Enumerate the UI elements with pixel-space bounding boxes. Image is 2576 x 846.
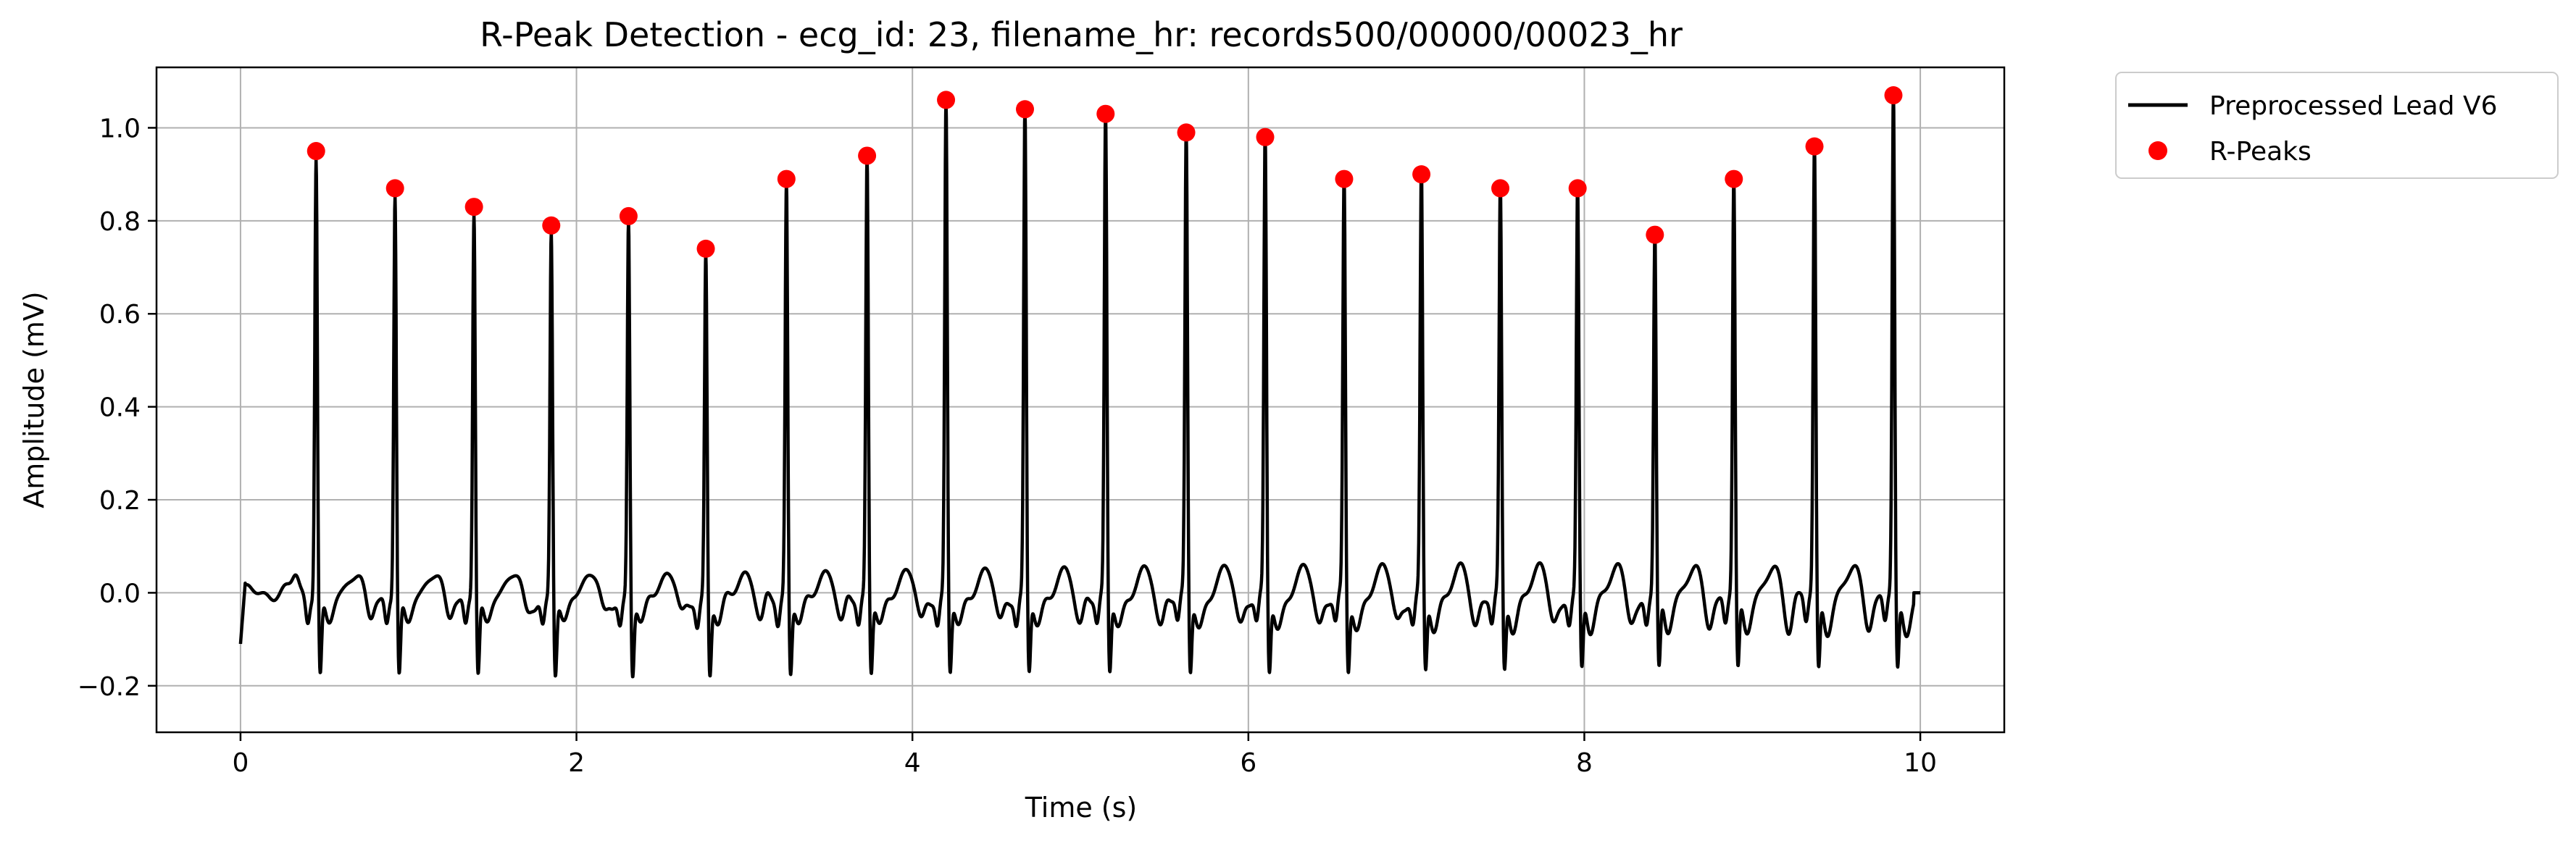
grid (157, 67, 2004, 732)
r-peak-marker (307, 142, 325, 161)
x-tick-label: 6 (1240, 748, 1256, 778)
legend-box (2115, 72, 2559, 179)
y-tick-label: 0.0 (99, 579, 141, 608)
r-peak-marker (542, 216, 561, 235)
y-tick-label: 0.8 (99, 207, 141, 237)
ecg-line (238, 91, 1922, 679)
r-peak-marker (619, 206, 638, 225)
chart-title: R-Peak Detection - ecg_id: 23, filename_… (480, 15, 1683, 54)
x-axis-label: Time (s) (1025, 792, 1138, 824)
y-tick-label: 0.2 (99, 486, 141, 516)
r-peaks-group (307, 86, 1903, 258)
r-peak-marker (858, 146, 877, 165)
r-peak-marker (1725, 169, 1743, 188)
plot-frame (155, 66, 2006, 734)
r-peak-marker (464, 198, 483, 217)
r-peak-marker (696, 239, 715, 258)
x-tick-label: 2 (568, 748, 585, 778)
r-peak-marker (1412, 165, 1431, 184)
r-peak-marker (937, 91, 956, 109)
x-tick-label: 4 (904, 748, 921, 778)
y-tick-label: 0.4 (99, 393, 141, 423)
r-peak-marker (1805, 137, 1824, 156)
y-axis-label: Amplitude (mV) (18, 291, 50, 508)
r-peak-marker (1096, 104, 1115, 123)
r-peak-marker (1335, 169, 1354, 188)
y-tick-label: −0.2 (78, 672, 141, 702)
legend-label-ecg: Preprocessed Lead V6 (2209, 91, 2497, 121)
r-peak-marker (385, 179, 404, 198)
x-axis: 0 2 4 6 8 10 (232, 732, 1937, 778)
y-tick-label: 1.0 (99, 114, 141, 143)
r-peak-marker (1016, 100, 1034, 119)
r-peak-marker (777, 169, 796, 188)
y-tick-label: 0.6 (99, 300, 141, 330)
legend: Preprocessed Lead V6 R-Peaks (2115, 72, 2559, 179)
r-peak-marker (1491, 179, 1510, 198)
r-peak-marker (1646, 225, 1664, 244)
plot-area (155, 66, 2006, 734)
plot-background (157, 67, 2004, 732)
r-peak-marker (1568, 179, 1587, 198)
x-tick-label: 0 (232, 748, 249, 778)
x-tick-label: 10 (1904, 748, 1937, 778)
y-axis: −0.2 0.0 0.2 0.4 0.6 0.8 1.0 (78, 114, 157, 702)
r-peak-marker (1177, 123, 1196, 142)
r-peak-marker (1256, 127, 1275, 146)
legend-label-peaks: R-Peaks (2209, 137, 2312, 167)
legend-marker-swatch (2148, 141, 2167, 160)
x-tick-label: 8 (1576, 748, 1593, 778)
r-peak-marker (1884, 86, 1903, 105)
ecg-line-group (238, 91, 1922, 679)
